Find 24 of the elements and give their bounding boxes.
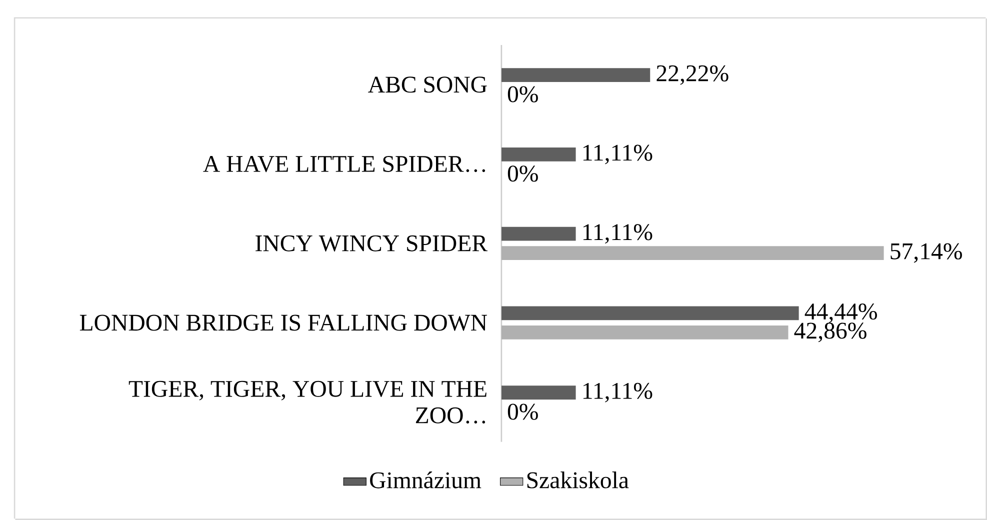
bar xyxy=(501,325,788,340)
y-tick-label: TIGER, TIGER, YOU LIVE IN THE ZOO… xyxy=(128,380,486,424)
data-label: 11,11% xyxy=(583,144,652,164)
bar xyxy=(501,68,650,82)
legend-label: Szakiskola xyxy=(527,472,629,488)
data-label: 22,22% xyxy=(656,65,728,85)
data-label: 0% xyxy=(508,166,538,182)
data-label: 11,11% xyxy=(583,224,652,244)
y-tick-label: A HAVE LITTLE SPIDER… xyxy=(203,156,486,172)
data-label: 57,14% xyxy=(890,243,962,263)
bar xyxy=(501,246,884,260)
bar xyxy=(501,226,576,241)
bar xyxy=(501,148,576,162)
legend-label: Gimnázium xyxy=(370,472,482,488)
bar xyxy=(501,306,799,320)
data-label: 44,44% xyxy=(804,304,877,324)
bar xyxy=(501,386,576,400)
data-label: 11,11% xyxy=(583,382,652,402)
y-tick-label: LONDON BRIDGE IS FALLING DOWN xyxy=(80,314,487,331)
y-tick-label: ABC SONG xyxy=(368,76,487,93)
data-label: 42,86% xyxy=(794,322,866,342)
data-label: 0% xyxy=(508,404,538,420)
y-tick-label: INCY WINCY SPIDER xyxy=(256,235,488,252)
data-label: 0% xyxy=(508,86,538,102)
